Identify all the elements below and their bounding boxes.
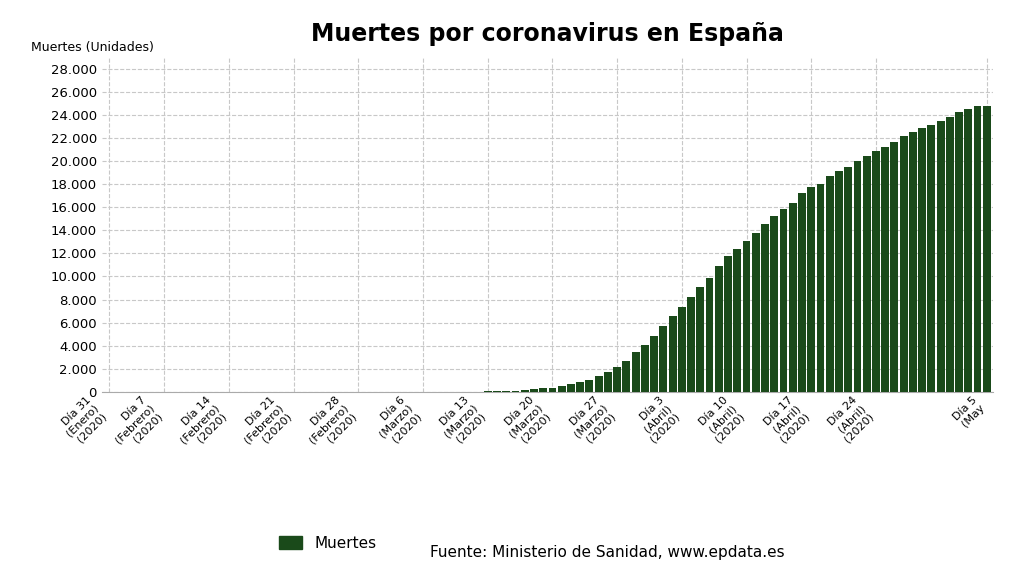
Bar <box>891 142 898 392</box>
Bar <box>530 389 538 392</box>
Bar <box>613 366 622 392</box>
Bar <box>521 391 528 392</box>
Bar <box>779 209 787 392</box>
Bar <box>696 287 705 392</box>
Bar <box>798 194 806 392</box>
Title: Muertes por coronavirus en España: Muertes por coronavirus en España <box>311 22 784 46</box>
Bar <box>669 316 677 392</box>
Bar <box>872 151 880 392</box>
Bar <box>641 344 649 392</box>
Bar <box>687 297 695 392</box>
Bar <box>586 380 593 392</box>
Bar <box>844 167 852 392</box>
Bar <box>659 326 668 392</box>
Bar <box>788 203 797 392</box>
Bar <box>807 187 815 392</box>
Bar <box>678 307 686 392</box>
Bar <box>770 216 778 392</box>
Bar <box>742 241 751 392</box>
Bar <box>733 249 741 392</box>
Bar <box>974 106 981 392</box>
Bar <box>623 361 631 392</box>
Legend: Muertes: Muertes <box>273 529 382 557</box>
Bar <box>706 278 714 392</box>
Bar <box>909 132 916 392</box>
Bar <box>604 372 611 392</box>
Text: Muertes (Unidades): Muertes (Unidades) <box>31 41 154 54</box>
Bar <box>549 388 556 392</box>
Bar <box>835 171 843 392</box>
Bar <box>512 391 519 392</box>
Bar <box>567 384 574 392</box>
Bar <box>965 109 972 392</box>
Bar <box>853 161 861 392</box>
Bar <box>955 112 963 392</box>
Bar <box>863 156 870 392</box>
Bar <box>983 106 991 392</box>
Text: Fuente: Ministerio de Sanidad, www.epdata.es: Fuente: Ministerio de Sanidad, www.epdat… <box>430 545 784 560</box>
Bar <box>503 391 510 392</box>
Bar <box>937 121 944 392</box>
Bar <box>715 266 723 392</box>
Bar <box>577 382 584 392</box>
Bar <box>650 336 658 392</box>
Bar <box>558 386 565 392</box>
Bar <box>595 376 602 392</box>
Bar <box>724 256 732 392</box>
Bar <box>928 124 935 392</box>
Bar <box>825 176 834 392</box>
Bar <box>816 184 824 392</box>
Bar <box>882 146 889 392</box>
Bar <box>761 224 769 392</box>
Bar <box>540 388 547 392</box>
Bar <box>752 233 760 392</box>
Bar <box>946 118 953 392</box>
Bar <box>900 137 907 392</box>
Bar <box>919 128 926 392</box>
Bar <box>632 352 640 392</box>
